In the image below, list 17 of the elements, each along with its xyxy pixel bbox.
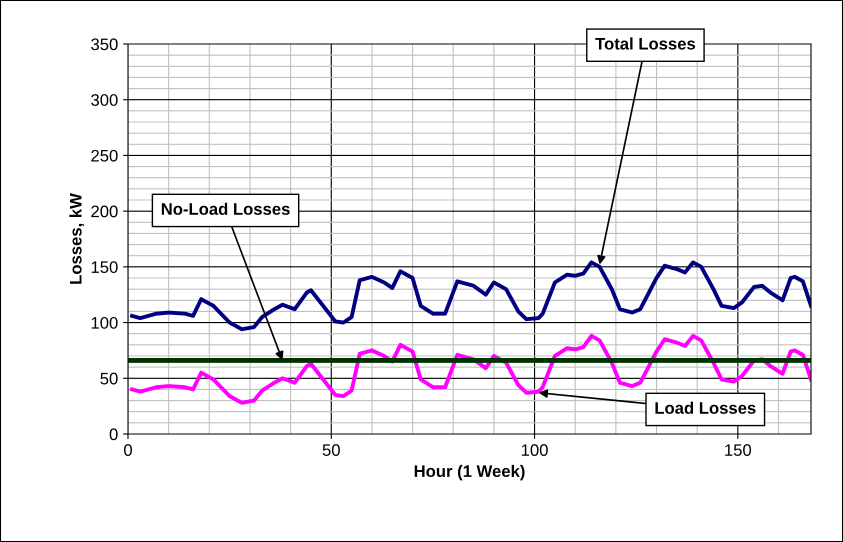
x-tick-label: 50 xyxy=(322,444,340,456)
y-tick-label: 250 xyxy=(91,150,118,162)
x-tick-label: 150 xyxy=(725,444,752,456)
x-tick-label: 0 xyxy=(124,444,132,456)
y-tick-label: 50 xyxy=(100,372,118,384)
annotation: Load Losses xyxy=(655,402,756,414)
y-tick-label: 150 xyxy=(92,261,118,274)
y-tick-label: 350 xyxy=(91,38,118,50)
annotation: Total Losses xyxy=(595,37,696,50)
x-tick-label: 100 xyxy=(522,444,548,456)
y-tick-label: 0 xyxy=(110,428,118,440)
x-axis-title: Hour (1 Week) xyxy=(414,464,525,480)
y-tick-label: 200 xyxy=(91,206,118,218)
y-axis-title: Losses, kW xyxy=(69,193,84,284)
y-tick-label: 100 xyxy=(92,316,118,329)
y-tick-label: 300 xyxy=(91,94,118,106)
annotation: No-Load Losses xyxy=(162,202,290,215)
